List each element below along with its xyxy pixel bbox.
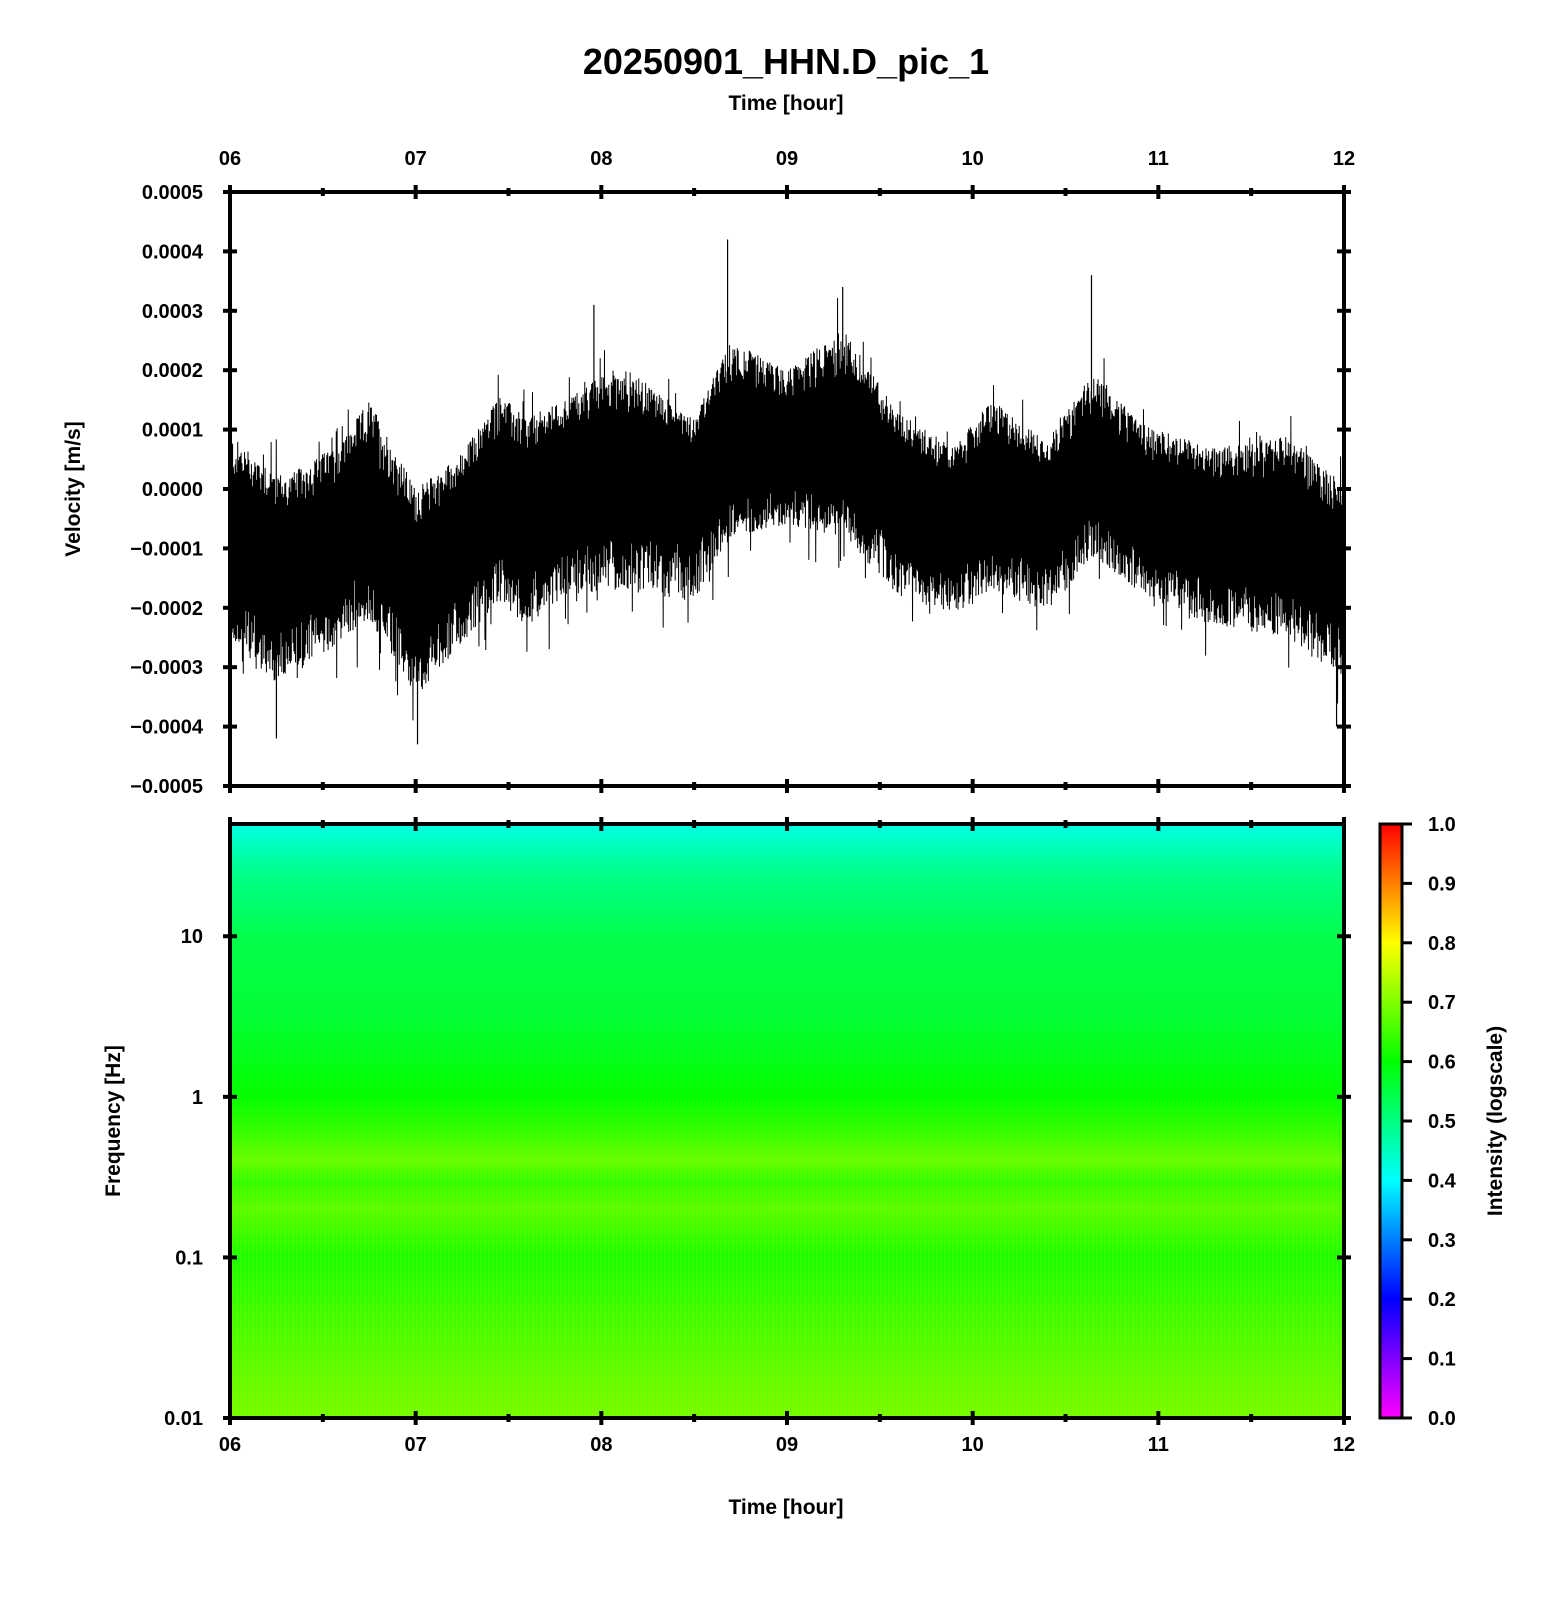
waveform-y-tick-label: −0.0005 xyxy=(130,776,203,798)
spectrogram-stripes xyxy=(230,824,1344,1418)
chart-title: 20250901_HHN.D_pic_1 xyxy=(583,41,989,82)
waveform-y-tick-label: 0.0001 xyxy=(142,420,203,442)
waveform-y-tick-label: 0.0000 xyxy=(142,479,203,501)
waveform-y-tick-label: −0.0001 xyxy=(130,538,203,560)
spectrogram-x-tick-label: 08 xyxy=(590,1434,612,1456)
top-x-axis-label: Time [hour] xyxy=(728,92,843,115)
spectrogram-x-axis-label: Time [hour] xyxy=(728,1496,843,1519)
colorbar-label: Intensity (logscale) xyxy=(1484,1026,1507,1216)
colorbar-tick-label: 0.4 xyxy=(1428,1170,1457,1192)
waveform-y-tick-label: 0.0002 xyxy=(142,360,203,382)
waveform-y-tick-label: −0.0002 xyxy=(130,598,203,620)
spectrogram-y-tick-label: 1 xyxy=(192,1087,203,1109)
waveform-ticks: 06 07 08 09 10 11 12 0.0005 0.0004 0.0003 0.0002 0.… xyxy=(130,148,1355,798)
spectrogram-y-axis-label: Frequency [Hz] xyxy=(102,1045,125,1197)
waveform-y-tick-label: 0.0005 xyxy=(142,182,203,204)
spectrogram-x-tick-label: 11 xyxy=(1148,1434,1169,1456)
colorbar-tick-label: 0.2 xyxy=(1428,1289,1456,1311)
waveform-x-tick-label: 12 xyxy=(1333,148,1355,170)
waveform-y-tick-label: 0.0003 xyxy=(142,301,203,323)
spectrogram-x-tick-label: 12 xyxy=(1333,1434,1355,1456)
waveform-x-tick-label: 08 xyxy=(590,148,612,170)
colorbar-tick-label: 0.0 xyxy=(1428,1408,1456,1430)
colorbar-ticks: 1.0 0.9 0.8 0.7 0.6 0.5 0.4 0.3 0.2 0.1 0.0 xyxy=(1402,814,1457,1430)
waveform-y-tick-label: 0.0004 xyxy=(142,241,204,263)
waveform-x-tick-label: 11 xyxy=(1148,148,1169,170)
spectrogram-x-tick-label: 09 xyxy=(776,1434,798,1456)
waveform-x-tick-label: 10 xyxy=(962,148,984,170)
waveform-y-axis-label: Velocity [m/s] xyxy=(62,421,85,556)
waveform-x-tick-label: 07 xyxy=(405,148,427,170)
waveform-x-tick-label: 06 xyxy=(219,148,241,170)
waveform-y-tick-label: −0.0003 xyxy=(130,657,203,679)
colorbar: 1.0 0.9 0.8 0.7 0.6 0.5 0.4 0.3 0.2 0.1 0.0 Intens… xyxy=(1378,814,1507,1430)
spectrogram-y-tick-label: 0.01 xyxy=(164,1408,203,1430)
waveform-x-tick-label: 09 xyxy=(776,148,798,170)
colorbar-tick-label: 0.5 xyxy=(1428,1111,1456,1133)
spectrogram-y-tick-label: 0.1 xyxy=(175,1247,203,1269)
waveform-trace xyxy=(229,239,1345,745)
waveform-y-tick-label: −0.0004 xyxy=(130,717,204,739)
spectrogram-x-tick-label: 10 xyxy=(962,1434,984,1456)
colorbar-tick-label: 0.3 xyxy=(1428,1230,1456,1252)
colorbar-tick-label: 1.0 xyxy=(1428,814,1456,836)
colorbar-tick-label: 0.1 xyxy=(1428,1349,1456,1371)
colorbar-tick-label: 0.9 xyxy=(1428,873,1456,895)
waveform-line xyxy=(229,297,1345,721)
colorbar-tick-label: 0.8 xyxy=(1428,933,1456,955)
waveform-panel: 06 07 08 09 10 11 12 0.0005 0.0004 0.0003 0.0002 0.… xyxy=(62,148,1355,798)
spectrogram-x-tick-label: 07 xyxy=(405,1434,427,1456)
spectrogram-x-tick-label: 06 xyxy=(219,1434,241,1456)
colorbar-tick-label: 0.7 xyxy=(1428,992,1456,1014)
colorbar-gradient xyxy=(1378,822,1404,1420)
colorbar-tick-label: 0.6 xyxy=(1428,1052,1456,1074)
spectrogram-y-tick-label: 10 xyxy=(181,926,203,948)
spectrogram-ticks: 06 07 08 09 10 11 12 10 1 0.1 0.01 xyxy=(164,817,1355,1456)
